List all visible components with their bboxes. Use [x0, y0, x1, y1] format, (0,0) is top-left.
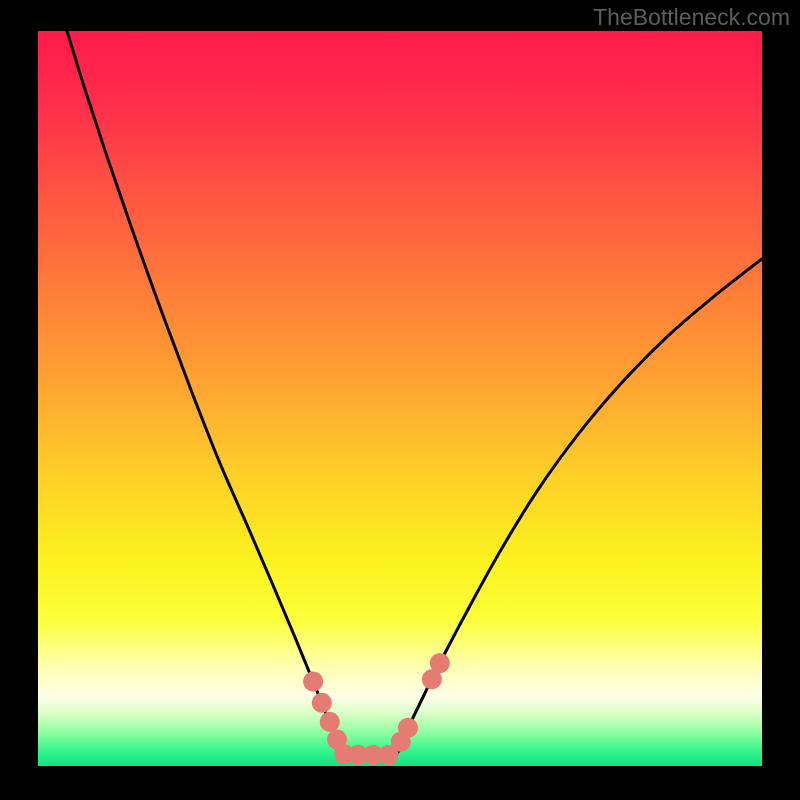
curve-overlay: [38, 31, 762, 766]
curve-marker: [312, 693, 332, 713]
watermark-text: TheBottleneck.com: [593, 4, 790, 31]
bottleneck-curve: [67, 31, 762, 757]
chart-frame: TheBottleneck.com: [0, 0, 800, 800]
plot-area: [38, 31, 762, 766]
curve-marker: [303, 671, 323, 691]
curve-marker: [430, 653, 450, 673]
curve-marker: [320, 712, 340, 732]
curve-marker: [398, 718, 418, 738]
